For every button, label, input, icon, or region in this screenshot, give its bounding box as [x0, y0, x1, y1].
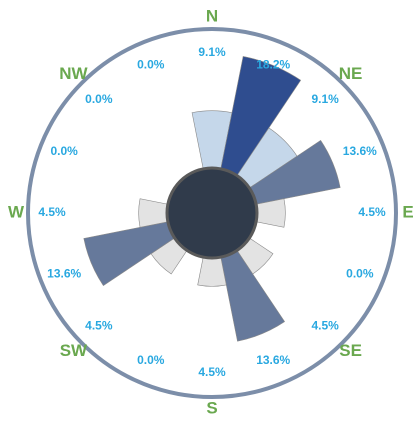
direction-label: W [8, 202, 25, 221]
value-label: 13.6% [343, 144, 377, 158]
value-label: 4.5% [85, 318, 113, 332]
value-label: 0.0% [85, 92, 113, 106]
value-label: 18.2% [256, 57, 290, 71]
direction-label: NW [59, 64, 88, 83]
direction-label: N [206, 6, 218, 25]
value-label: 4.5% [358, 205, 386, 219]
direction-label: NE [339, 64, 363, 83]
value-label: 9.1% [198, 45, 226, 59]
value-label: 4.5% [198, 365, 226, 379]
value-label: 13.6% [47, 266, 81, 280]
value-label: 0.0% [50, 144, 78, 158]
center-disk [165, 166, 259, 260]
direction-label: S [206, 398, 217, 417]
direction-label: E [402, 202, 413, 221]
value-label: 0.0% [137, 353, 165, 367]
direction-label: SE [339, 341, 362, 360]
value-label: 4.5% [38, 205, 66, 219]
value-label: 9.1% [311, 92, 339, 106]
value-label: 0.0% [137, 57, 165, 71]
value-label: 0.0% [346, 266, 374, 280]
value-label: 4.5% [311, 318, 339, 332]
value-label: 13.6% [256, 353, 290, 367]
outer-ring [26, 27, 398, 399]
direction-label: SW [60, 341, 88, 360]
